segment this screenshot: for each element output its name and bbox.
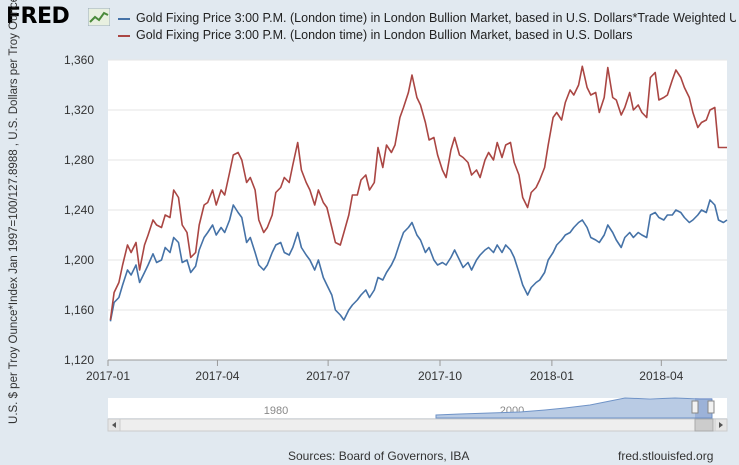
sources-text: Sources: Board of Governors, IBA — [288, 449, 470, 463]
navigator-label-1980: 1980 — [264, 405, 288, 417]
legend-swatch-red — [118, 35, 130, 37]
y-tick-label: 1,320 — [64, 103, 94, 117]
x-tick-label: 2018-04 — [639, 369, 683, 383]
scrollbar-thumb[interactable] — [694, 418, 714, 432]
series-lines — [109, 65, 728, 322]
y-axis-label: U.S. $ per Troy Ounce*Index Jan 1997=100… — [8, 0, 20, 424]
navigator-series — [435, 397, 713, 419]
arrow-left-icon — [112, 422, 116, 428]
y-tick-label: 1,240 — [64, 203, 94, 217]
legend-label: Gold Fixing Price 3:00 P.M. (London time… — [136, 28, 633, 42]
legend-item-trade-weighted[interactable]: Gold Fixing Price 3:00 P.M. (London time… — [118, 10, 736, 27]
legend-label: Gold Fixing Price 3:00 P.M. (London time… — [136, 11, 736, 25]
source-url-link[interactable]: fred.stlouisfed.org — [618, 449, 714, 463]
x-tick-label: 2017-07 — [306, 369, 350, 383]
x-tick-label: 2017-04 — [195, 369, 239, 383]
arrow-right-icon — [719, 422, 723, 428]
navigator-handle-left[interactable] — [691, 400, 699, 414]
y-tick-label: 1,360 — [64, 53, 94, 67]
navigator-handle-right[interactable] — [707, 400, 715, 414]
y-tick-label: 1,120 — [64, 353, 94, 367]
legend: Gold Fixing Price 3:00 P.M. (London time… — [118, 10, 736, 44]
series-line-0[interactable] — [109, 199, 728, 322]
legend-item-usd[interactable]: Gold Fixing Price 3:00 P.M. (London time… — [118, 27, 736, 44]
x-axis-ticks: 2017-01 2017-04 2017-07 2017-10 2018-01 2018-… — [86, 359, 727, 383]
series-line-1[interactable] — [109, 65, 727, 321]
y-axis-ticks: 1,120 1,160 1,200 1,240 1,280 1,320 1,360 — [64, 53, 94, 367]
legend-swatch-blue — [118, 18, 130, 20]
x-tick-label: 2017-10 — [418, 369, 462, 383]
y-tick-label: 1,200 — [64, 253, 94, 267]
y-tick-label: 1,160 — [64, 303, 94, 317]
scrollbar-track[interactable] — [107, 418, 728, 432]
x-tick-label: 2017-01 — [86, 369, 130, 383]
y-tick-label: 1,280 — [64, 153, 94, 167]
x-tick-label: 2018-01 — [530, 369, 574, 383]
fred-logo: FRED — [6, 4, 70, 29]
chart-logo-icon — [88, 8, 110, 26]
